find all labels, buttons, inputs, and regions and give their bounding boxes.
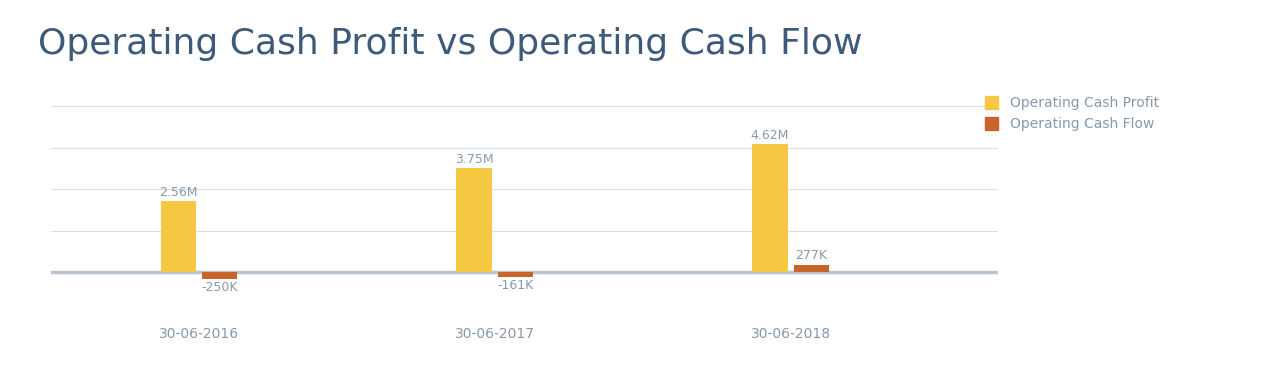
Bar <box>498 272 533 277</box>
Legend: Operating Cash Profit, Operating Cash Flow: Operating Cash Profit, Operating Cash Fl… <box>978 91 1164 137</box>
Bar <box>161 201 196 272</box>
Bar <box>793 264 829 272</box>
Text: 4.62M: 4.62M <box>751 129 789 142</box>
Bar <box>457 168 492 272</box>
Text: 3.75M: 3.75M <box>455 153 494 166</box>
Text: -161K: -161K <box>498 279 533 292</box>
Text: -250K: -250K <box>202 282 238 295</box>
Text: 2.56M: 2.56M <box>159 186 197 199</box>
Bar <box>752 144 788 272</box>
Text: Operating Cash Profit vs Operating Cash Flow: Operating Cash Profit vs Operating Cash … <box>38 27 863 61</box>
Bar <box>202 272 238 279</box>
Text: 277K: 277K <box>796 249 828 263</box>
